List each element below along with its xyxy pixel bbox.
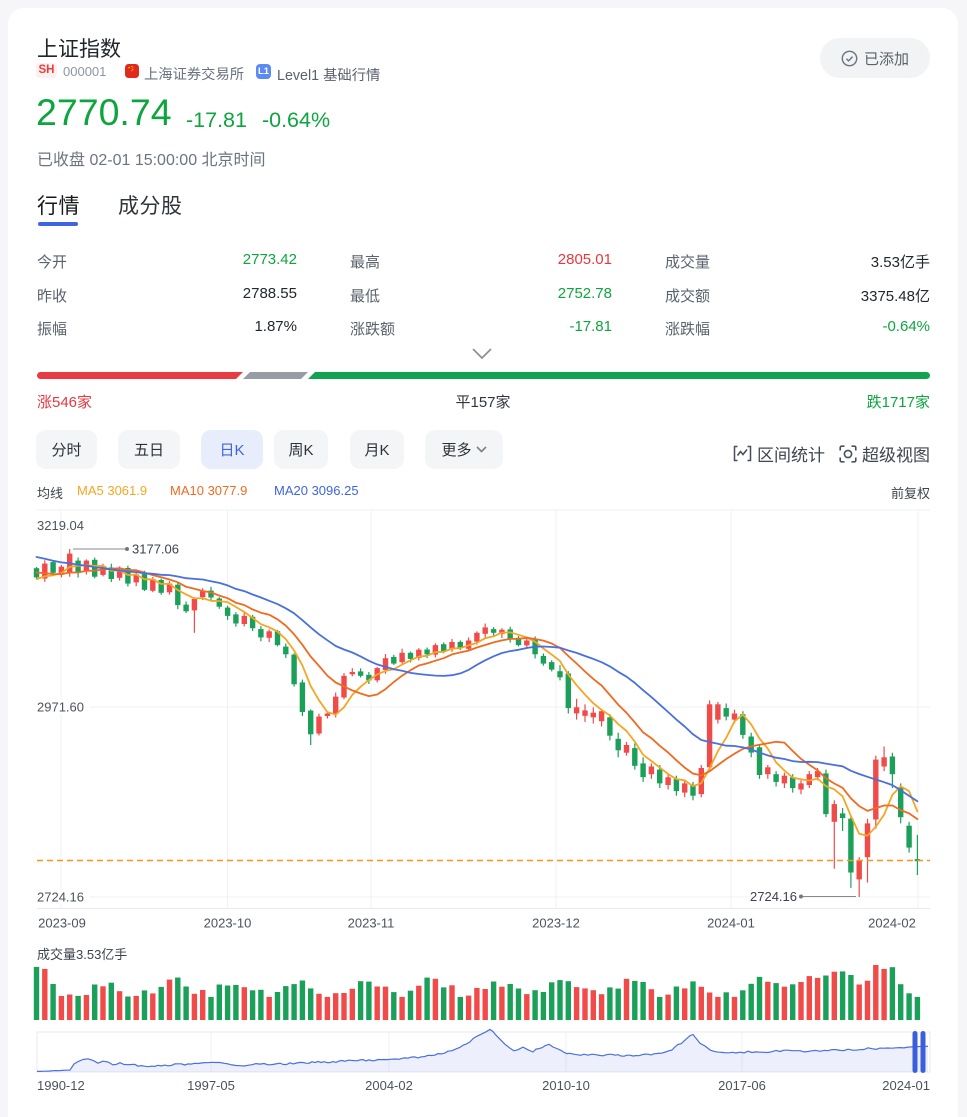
svg-text:2023-11: 2023-11 <box>348 916 395 931</box>
svg-text:2024-01: 2024-01 <box>707 916 755 931</box>
svg-text:2023-12: 2023-12 <box>532 916 580 931</box>
svg-text:1990-12: 1990-12 <box>37 1078 85 1093</box>
svg-text:1997-05: 1997-05 <box>187 1078 235 1093</box>
svg-text:成交量3.53亿手: 成交量3.53亿手 <box>37 947 127 962</box>
svg-text:2024-02: 2024-02 <box>868 916 916 931</box>
svg-text:2004-02: 2004-02 <box>365 1078 413 1093</box>
svg-text:2010-10: 2010-10 <box>542 1078 590 1093</box>
svg-text:3219.04: 3219.04 <box>37 518 84 533</box>
svg-text:2024-01: 2024-01 <box>882 1078 930 1093</box>
svg-text:2724.16: 2724.16 <box>750 889 797 904</box>
svg-text:2017-06: 2017-06 <box>718 1078 766 1093</box>
svg-text:2724.16: 2724.16 <box>37 890 84 905</box>
svg-text:2023-09: 2023-09 <box>38 916 86 931</box>
svg-text:2971.60: 2971.60 <box>37 700 84 715</box>
svg-text:3177.06: 3177.06 <box>132 542 179 557</box>
svg-text:2023-10: 2023-10 <box>204 916 252 931</box>
